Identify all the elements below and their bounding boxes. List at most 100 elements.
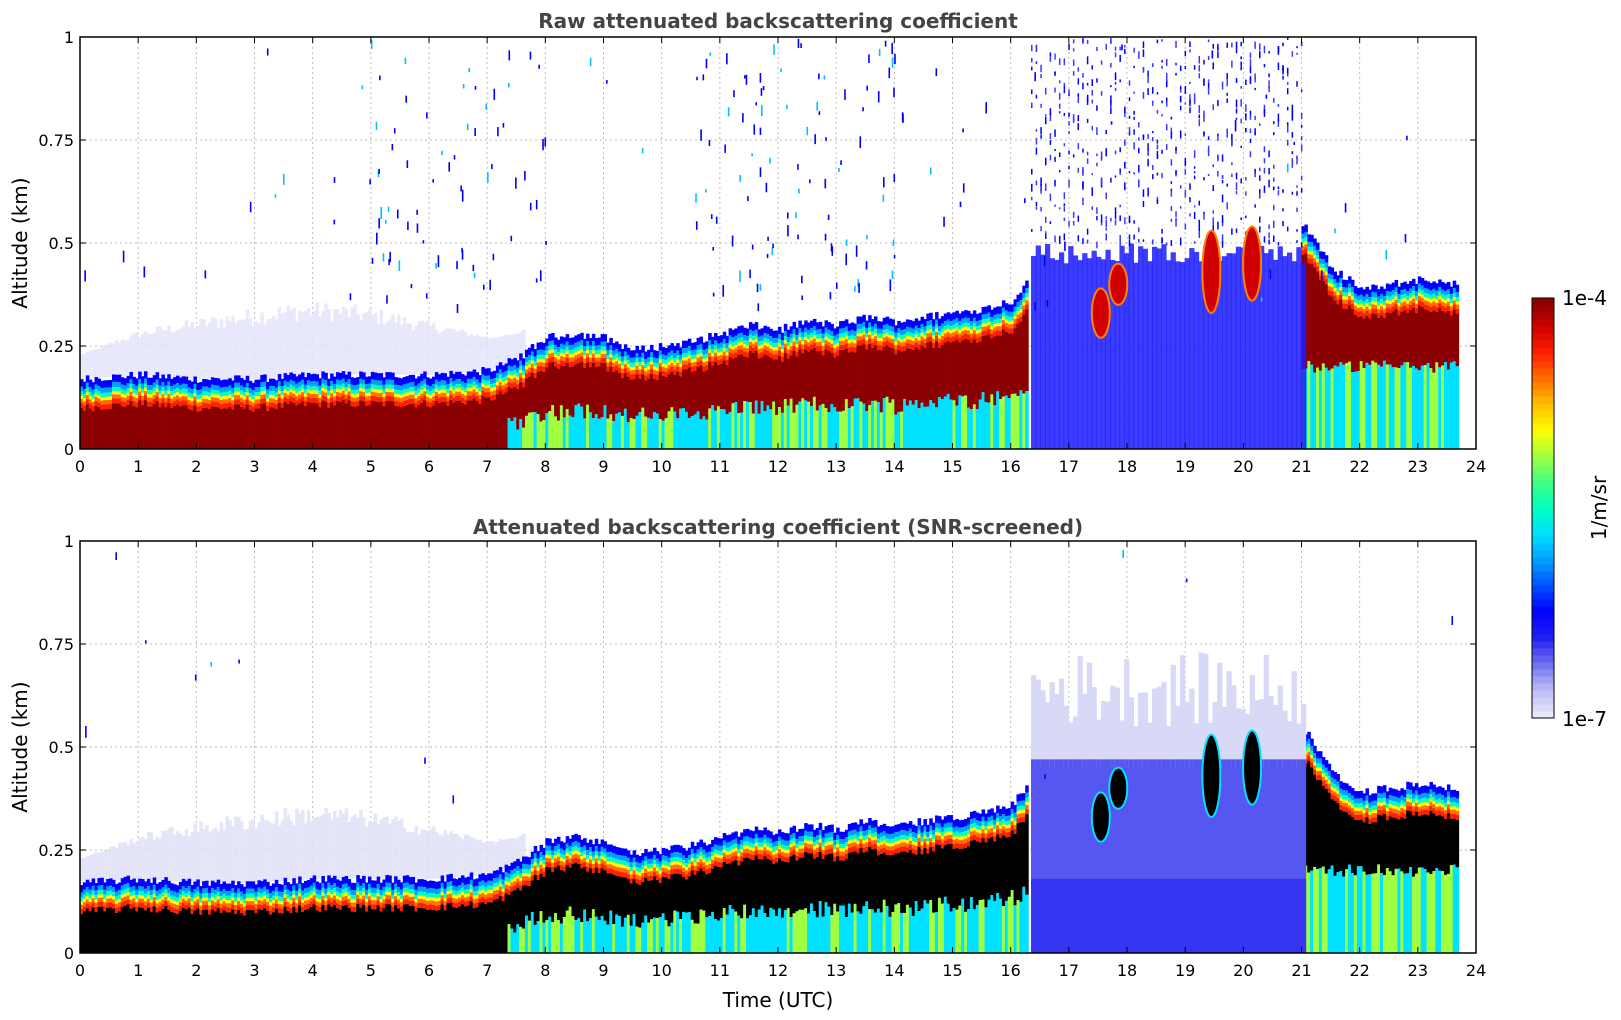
layer-cell: [923, 331, 927, 336]
layer-cell: [969, 321, 974, 327]
layer-core-cell: [394, 405, 398, 449]
layer-cell: [228, 378, 232, 386]
noise-cell: [1077, 260, 1083, 449]
layer-cell: [91, 890, 96, 895]
layer-cell: [292, 890, 296, 895]
layer-cell: [103, 906, 107, 912]
layer-cell: [1336, 295, 1340, 300]
noise-speck: [1184, 169, 1187, 175]
layer-cell: [655, 358, 660, 364]
layer-cell: [664, 348, 669, 356]
layer-cell: [961, 331, 965, 336]
layer-cell: [894, 325, 898, 333]
layer-cell: [478, 375, 482, 383]
layer-cell: [306, 372, 311, 381]
layer-cell: [362, 379, 366, 385]
layer-cell: [237, 395, 241, 400]
noise-speck: [1040, 64, 1042, 73]
layer-cell: [690, 355, 695, 360]
layer-cell: [184, 900, 189, 905]
layer-cell: [1013, 319, 1018, 324]
haze-cell: [333, 309, 337, 375]
layer-cell: [760, 352, 765, 358]
layer-cell: [129, 896, 133, 900]
noise-speck: [1260, 297, 1263, 302]
layer-cell: [312, 895, 317, 900]
haze-cell: [437, 333, 442, 375]
layer-cell: [769, 341, 773, 346]
layer-core-cell: [231, 909, 235, 953]
layer-cell: [333, 388, 337, 394]
layer-cell: [562, 337, 567, 345]
noise-speck: [1189, 81, 1191, 85]
haze-cell: [362, 817, 366, 879]
layer-cell: [827, 322, 831, 330]
layer-core-cell: [990, 338, 994, 395]
lower-cell: [871, 400, 875, 449]
layer-cell: [554, 344, 558, 350]
noise-speck: [1040, 74, 1042, 79]
layer-cell: [583, 346, 587, 352]
layer-cell: [792, 329, 797, 335]
layer-cell: [257, 887, 261, 893]
layer-core-cell: [1382, 317, 1387, 361]
layer-cell: [978, 336, 983, 342]
layer-cell: [900, 330, 904, 336]
layer-cell: [524, 362, 529, 367]
layer-cell: [347, 395, 352, 401]
noise-speck: [1124, 106, 1126, 114]
layer-cell: [324, 396, 328, 402]
noise-speck: [1110, 217, 1112, 222]
layer-cell: [173, 396, 177, 402]
haze-cell: [443, 830, 448, 878]
layer-cell: [132, 902, 136, 908]
noise-speck: [1031, 66, 1033, 71]
noise-speck: [1119, 46, 1121, 51]
noise-speck: [1300, 188, 1303, 193]
layer-cell: [88, 902, 93, 907]
layer-cell: [138, 384, 142, 389]
layer-cell: [385, 891, 389, 895]
haze-cell: [132, 333, 136, 376]
layer-cell: [417, 396, 421, 401]
noise-speck: [797, 234, 799, 240]
layer-cell: [583, 338, 587, 347]
noise-speck: [742, 113, 744, 123]
layer-cell: [190, 405, 195, 411]
layer-core-cell: [937, 347, 942, 398]
layer-cell: [1001, 307, 1006, 313]
layer-cell: [652, 369, 657, 375]
noise-speck: [1286, 82, 1289, 85]
layer-cell: [356, 393, 360, 397]
layer-cell: [1016, 318, 1020, 324]
layer-cell: [187, 895, 192, 899]
noise-speck: [606, 80, 608, 84]
layer-cell: [984, 323, 988, 327]
haze-cell: [335, 817, 340, 879]
layer-cell: [999, 306, 1003, 314]
layer-cell: [350, 401, 354, 407]
layer-core-cell: [414, 407, 418, 449]
layer-core-cell: [714, 361, 718, 411]
noise-speck: [1119, 147, 1121, 153]
layer-cell: [373, 372, 378, 380]
layer-cell: [411, 391, 416, 395]
lower-cell: [841, 410, 846, 449]
layer-cell: [260, 897, 264, 901]
layer-cell: [277, 900, 282, 904]
haze-cell: [481, 337, 485, 372]
layer-cell: [82, 398, 87, 402]
layer-cell: [207, 905, 212, 910]
layer-cell: [315, 381, 320, 387]
layer-cell: [908, 343, 913, 349]
layer-cell: [126, 392, 131, 396]
layer-cell: [1342, 287, 1346, 293]
layer-cell: [600, 346, 605, 351]
layer-cell: [1013, 323, 1018, 329]
layer-core-cell: [1022, 314, 1026, 394]
layer-cell: [379, 906, 384, 912]
haze-cell: [359, 809, 363, 879]
layer-cell: [841, 344, 846, 350]
layer-core-cell: [196, 411, 200, 449]
layer-cell: [748, 329, 753, 335]
